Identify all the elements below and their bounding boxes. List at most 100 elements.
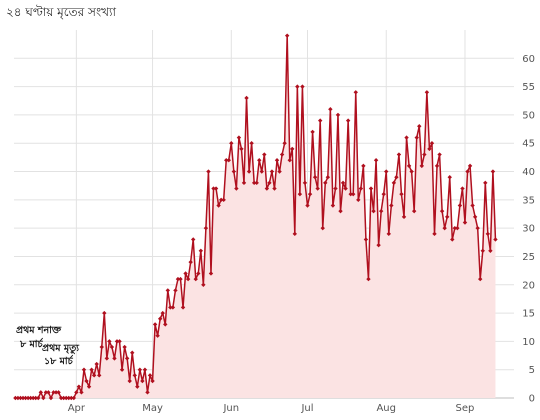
data-point	[343, 186, 348, 191]
data-point	[269, 169, 275, 174]
data-point	[396, 152, 402, 157]
data-point	[442, 225, 447, 231]
data-point	[414, 135, 419, 140]
data-point	[300, 84, 305, 89]
data-point	[94, 361, 99, 367]
data-point	[163, 322, 168, 327]
data-point	[257, 158, 262, 163]
data-point	[36, 395, 41, 401]
data-point	[191, 237, 196, 242]
data-point	[295, 84, 300, 89]
data-point	[455, 225, 460, 231]
data-point	[229, 141, 234, 146]
data-point	[328, 107, 333, 112]
data-point	[206, 169, 211, 174]
data-point	[20, 395, 26, 401]
data-point	[376, 242, 381, 248]
data-point	[97, 373, 102, 378]
data-point	[318, 118, 323, 123]
data-point	[71, 395, 77, 401]
data-point	[251, 180, 257, 186]
data-point	[315, 186, 320, 191]
data-point	[353, 90, 358, 95]
data-point	[173, 288, 178, 293]
data-point	[53, 390, 59, 395]
y-tick-label: 5	[529, 365, 535, 376]
data-point	[38, 390, 43, 395]
data-point	[284, 33, 290, 38]
y-tick-label: 10	[522, 337, 535, 348]
data-point	[312, 175, 318, 180]
data-point	[211, 186, 216, 191]
data-point	[66, 395, 71, 401]
data-point	[373, 158, 379, 163]
data-point	[41, 395, 46, 401]
data-point	[46, 390, 51, 395]
data-point	[51, 390, 56, 395]
data-point	[279, 152, 285, 157]
annotation-first-death-label: প্রথম মৃত্যু	[42, 343, 80, 355]
y-tick-label: 45	[522, 139, 535, 150]
data-point	[185, 276, 191, 282]
data-point	[231, 169, 237, 174]
data-point	[234, 186, 239, 191]
data-point	[48, 395, 54, 401]
data-point	[411, 208, 417, 214]
data-point	[424, 90, 430, 95]
annotations: প্রথম শনাক্ত ৮ মার্চ প্রথম মৃত্যু ১৮ মার…	[16, 325, 80, 367]
data-point	[218, 197, 224, 203]
data-point	[213, 186, 219, 191]
data-point	[475, 225, 480, 231]
data-point	[25, 395, 31, 401]
annotation-first-death-date: ১৮ মার্চ	[44, 354, 74, 367]
data-point	[467, 163, 473, 169]
data-point	[157, 316, 163, 321]
data-point	[445, 214, 450, 220]
data-point	[165, 288, 170, 293]
data-point	[485, 231, 491, 237]
data-point	[457, 203, 463, 208]
data-point	[432, 231, 437, 237]
data-point	[335, 112, 341, 118]
data-point	[462, 220, 468, 225]
x-tick-label: May	[142, 403, 163, 414]
data-point	[429, 141, 435, 146]
data-point	[465, 169, 470, 174]
data-point	[307, 191, 313, 197]
data-point	[262, 152, 267, 157]
series-area-fill	[15, 35, 496, 398]
data-point	[203, 225, 209, 231]
y-axis: 0 5 10 15 20 25 30 35 40 45 50 55 60	[522, 54, 535, 405]
x-axis: Apr May Jun Jul Aug Sep	[68, 403, 475, 414]
data-point	[89, 367, 94, 372]
data-point	[140, 378, 145, 384]
data-point	[147, 373, 153, 378]
data-point	[102, 310, 107, 316]
data-point	[305, 203, 310, 208]
data-point	[127, 378, 132, 384]
data-point	[178, 276, 183, 282]
data-point	[135, 384, 140, 389]
data-point	[28, 395, 33, 401]
data-point	[422, 152, 427, 157]
data-point	[338, 208, 343, 214]
data-point	[378, 208, 384, 214]
y-tick-label: 35	[522, 195, 535, 206]
y-tick-label: 40	[522, 167, 535, 178]
data-point	[104, 356, 110, 361]
data-point	[478, 276, 483, 282]
data-point	[69, 395, 74, 401]
data-point	[33, 395, 38, 401]
data-point	[356, 197, 361, 203]
data-point	[91, 373, 97, 378]
data-point	[480, 248, 485, 253]
data-point	[142, 367, 148, 372]
data-point	[86, 384, 92, 389]
data-point	[274, 158, 280, 163]
data-point	[323, 180, 328, 186]
data-point	[472, 214, 478, 220]
data-point	[43, 390, 49, 395]
y-tick-label: 20	[522, 280, 535, 291]
data-point	[137, 367, 143, 372]
data-point	[224, 158, 229, 163]
